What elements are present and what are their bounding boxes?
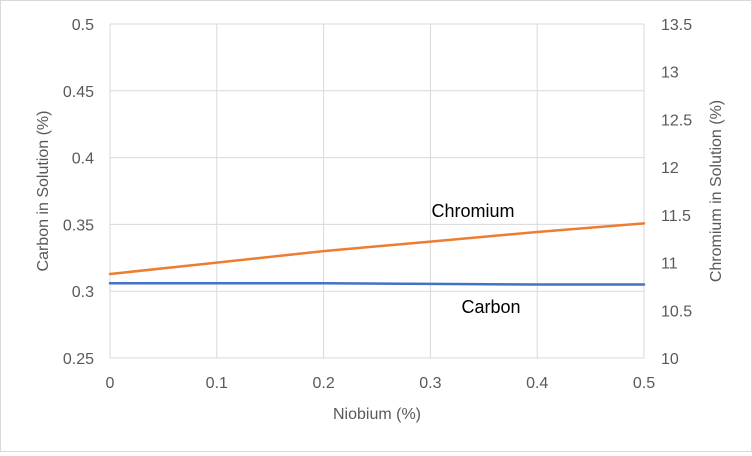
y2-tick-label: 12.5 <box>661 112 692 129</box>
x-tick-label: 0.4 <box>526 375 548 392</box>
series-lines <box>108 222 646 286</box>
y-axis-title: Carbon in Solution (%) <box>35 111 52 272</box>
y2-tick-label: 12 <box>661 160 679 177</box>
grid <box>109 23 645 359</box>
y2-tick-label: 10.5 <box>661 303 692 320</box>
y2-tick-label: 11 <box>661 256 678 273</box>
y2-tick-label: 11.5 <box>661 208 691 225</box>
x-tick-label: 0.2 <box>312 375 334 392</box>
series-line-chromium <box>108 222 646 276</box>
y-tick-label: 0.25 <box>63 351 94 368</box>
x-tick-label: 0 <box>106 375 115 392</box>
x-tick-label: 0.3 <box>419 375 441 392</box>
series-line-carbon <box>108 281 646 286</box>
tick-labels: 0 0.1 0.2 0.3 0.4 0.5 0.25 0.3 0.35 0.4 0.45 0.5 10 1… <box>63 17 692 392</box>
y2-tick-label: 13.5 <box>661 17 692 34</box>
series-label-chromium: Chromium <box>431 201 514 221</box>
axis-titles: Niobium (%) Carbon in Solution (%) Chrom… <box>35 100 725 423</box>
y-tick-label: 0.3 <box>72 284 94 301</box>
y-tick-label: 0.45 <box>63 84 94 101</box>
y2-tick-label: 13 <box>661 65 679 82</box>
y-tick-label: 0.4 <box>72 151 94 168</box>
x-tick-label: 0.5 <box>633 375 655 392</box>
x-axis-title: Niobium (%) <box>333 406 421 423</box>
series-label-carbon: Carbon <box>461 297 520 317</box>
y-tick-label: 0.35 <box>63 217 94 234</box>
y2-tick-label: 10 <box>661 351 679 368</box>
x-tick-label: 0.1 <box>206 375 228 392</box>
y-tick-label: 0.5 <box>72 17 94 34</box>
y2-axis-title: Chromium in Solution (%) <box>708 100 725 282</box>
